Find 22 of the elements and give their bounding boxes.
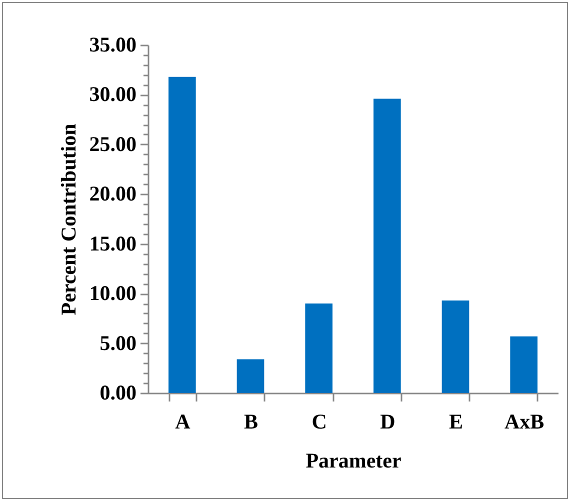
bar — [442, 300, 470, 393]
y-axis-title: Percent Contribution — [56, 123, 80, 316]
x-tick-label: D — [380, 410, 396, 434]
y-tick-label: 30.00 — [89, 82, 136, 106]
y-tick-label: 15.00 — [89, 231, 136, 256]
x-tick-label: C — [312, 410, 327, 434]
y-tick-label: 35.00 — [89, 32, 136, 56]
y-tick-label: 0.00 — [100, 380, 136, 404]
bar — [510, 336, 538, 393]
y-tick-label: 10.00 — [89, 281, 136, 306]
y-tick-label: 5.00 — [100, 330, 136, 355]
y-tick-label: 25.00 — [89, 132, 136, 156]
bar — [305, 304, 332, 393]
x-tick-label: E — [448, 410, 464, 434]
bar — [374, 98, 401, 393]
x-axis-title: Parameter — [306, 448, 402, 472]
x-tick-label: B — [244, 410, 258, 434]
bar — [168, 76, 196, 393]
x-tick-label: AxB — [504, 410, 544, 434]
bar — [236, 359, 264, 393]
x-tick-label: A — [175, 410, 192, 434]
y-tick-label: 20.00 — [89, 182, 136, 206]
